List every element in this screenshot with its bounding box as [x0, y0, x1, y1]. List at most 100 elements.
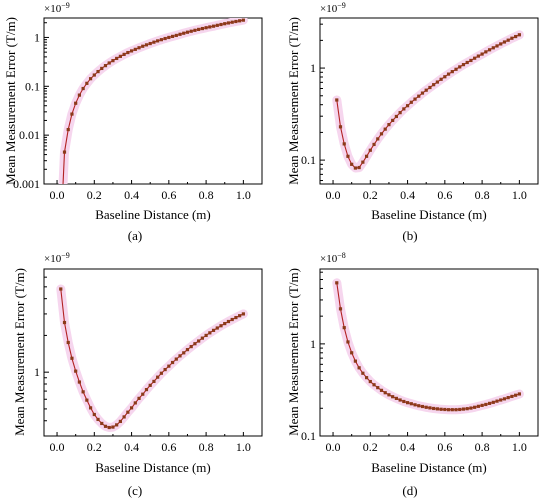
data-point: [379, 132, 384, 136]
data-point: [428, 406, 432, 410]
x-tick-label: 0.4: [400, 188, 415, 202]
x-tick-label: 1.0: [512, 188, 527, 202]
data-point: [361, 160, 365, 164]
x-axis-label: Baseline Distance (m): [95, 207, 211, 222]
x-tick-label: 0.4: [400, 440, 415, 454]
data-point: [88, 77, 93, 81]
data-point: [62, 320, 67, 325]
x-tick-label: 0.0: [50, 440, 65, 454]
x-tick-label: 0.8: [199, 188, 214, 202]
data-point: [122, 52, 126, 56]
x-axis-label: Baseline Distance (m): [371, 460, 487, 475]
data-point: [122, 415, 126, 419]
data-point: [517, 392, 521, 396]
data-point: [387, 123, 391, 127]
x-ticks: 0.0 0.2 0.4 0.6 0.8 1.0: [50, 180, 251, 202]
data-point: [391, 118, 395, 123]
data-point: [502, 40, 507, 44]
x-tick-label: 0.6: [437, 188, 452, 202]
data-point: [208, 25, 212, 29]
data-point: [238, 19, 242, 23]
data-point: [133, 47, 137, 51]
data-point: [413, 403, 417, 407]
data-point: [129, 49, 134, 53]
data-point: [211, 24, 216, 28]
x-tick-label: 0.2: [363, 188, 378, 202]
data-point: [372, 142, 376, 147]
data-point: [141, 392, 145, 396]
x-tick-label: 0.2: [87, 188, 102, 202]
data-point: [338, 307, 343, 311]
data-series: [56, 284, 248, 432]
data-point: [100, 421, 104, 426]
data-point: [350, 162, 354, 166]
data-point: [174, 357, 178, 361]
data-point: [185, 348, 190, 352]
data-point: [417, 404, 421, 408]
data-point: [137, 46, 141, 50]
x-tick-label: 0.4: [124, 440, 139, 454]
data-point: [379, 388, 384, 392]
y-tick-label: 1: [34, 30, 40, 44]
data-point: [450, 408, 454, 412]
panel-c: 0.0 0.2 0.4 0.6 0.8 1.0 1 ×10−9 Baseline Dist…: [12, 251, 263, 498]
data-point: [141, 44, 145, 48]
data-point: [480, 403, 484, 407]
data-point: [223, 22, 227, 26]
data-point: [510, 36, 514, 40]
data-point: [484, 402, 488, 407]
y-tick-label: 0.1: [25, 79, 40, 93]
data-point: [383, 391, 387, 395]
data-series: [332, 278, 524, 415]
series-halo: [332, 278, 524, 415]
y-axis-label: Mean Measurement Error (T/m): [286, 268, 301, 436]
data-point: [439, 77, 443, 81]
y-ticks: 0.001 0.01 0.1 1: [13, 22, 49, 191]
data-point: [238, 314, 242, 318]
data-point: [450, 70, 454, 74]
data-point: [148, 383, 152, 387]
data-point: [208, 331, 212, 335]
data-point: [517, 33, 521, 37]
data-point: [92, 412, 96, 417]
x-tick-label: 0.4: [124, 188, 139, 202]
x-tick-label: 1.0: [236, 440, 251, 454]
x-ticks: 0.0 0.2 0.4 0.6 0.8 1.0: [326, 180, 527, 202]
x-tick-label: 0.8: [199, 440, 214, 454]
data-point: [473, 405, 477, 409]
y-axis-label: Mean Measurement Error (T/m): [3, 17, 18, 185]
data-point: [510, 394, 514, 399]
data-point: [480, 52, 484, 56]
data-point: [342, 326, 346, 330]
plot-frame: [319, 17, 539, 185]
data-point: [156, 39, 160, 43]
data-point: [152, 40, 156, 44]
data-point: [405, 401, 410, 405]
data-point: [394, 396, 398, 400]
series-halo: [332, 30, 524, 173]
data-point: [487, 48, 492, 52]
panel-label: (d): [402, 483, 417, 498]
data-point: [458, 407, 462, 412]
data-point: [170, 34, 175, 39]
data-point: [137, 396, 141, 400]
data-point: [152, 379, 156, 384]
data-point: [96, 69, 100, 74]
data-point: [100, 66, 104, 71]
data-point: [107, 61, 111, 65]
data-point: [361, 371, 365, 375]
data-point: [88, 406, 93, 410]
panel-d: 0.0 0.2 0.4 0.6 0.8 1.0 0.11 ×10−8 Baseline D…: [286, 251, 539, 498]
y-tick-label: 0.1: [301, 429, 316, 443]
data-point: [473, 56, 477, 60]
data-point: [129, 406, 134, 410]
y-axis-label: Mean Measurement Error (T/m): [12, 268, 27, 436]
data-point: [402, 107, 406, 111]
data-point: [387, 393, 391, 397]
data-point: [174, 33, 178, 38]
data-point: [115, 423, 119, 427]
data-point: [230, 317, 234, 322]
data-point: [241, 18, 245, 22]
data-point: [170, 360, 175, 365]
data-point: [92, 73, 96, 77]
